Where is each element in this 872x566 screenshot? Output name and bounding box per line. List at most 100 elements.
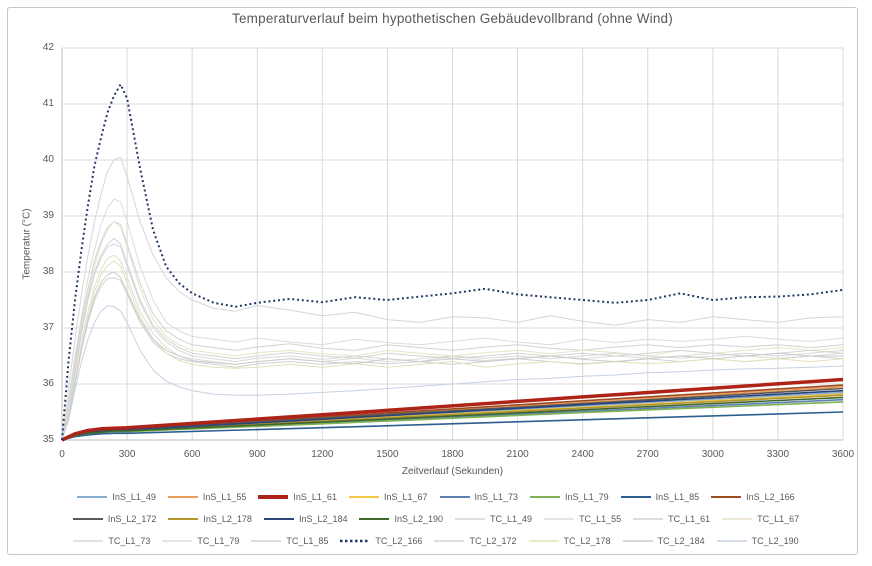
legend-swatch-icon [72, 517, 103, 520]
legend-item-InS_L1_67: InS_L1_67 [348, 487, 428, 506]
legend-label: InS_L2_190 [394, 513, 444, 524]
legend-swatch-icon [348, 495, 379, 498]
legend-swatch-icon [439, 495, 470, 498]
legend-label: InS_L2_178 [203, 513, 252, 524]
legend-item-TC_L1_73: TC_L1_73 [73, 531, 150, 550]
series-line-TC_L1_73 [61, 243, 844, 441]
legend-label: InS_L1_85 [655, 491, 700, 502]
x-tick-label: 1200 [311, 449, 334, 460]
legend-label: InS_L1_55 [202, 491, 247, 502]
y-tick-label: 35 [42, 434, 54, 445]
legend-item-TC_L2_184: TC_L2_184 [622, 531, 705, 550]
x-tick-label: 1800 [441, 449, 464, 460]
legend-label: InS_L2_172 [107, 513, 157, 524]
legend-swatch-icon [716, 539, 747, 542]
legend-label: InS_L1_49 [112, 491, 156, 502]
legend-item-InS_L1_55: InS_L1_55 [167, 487, 247, 506]
x-tick-label: 3600 [831, 449, 855, 460]
series-line-TC_L2_190 [61, 305, 844, 441]
legend-item-InS_L1_61: InS_L1_61 [258, 487, 337, 506]
y-tick-label: 36 [42, 378, 54, 389]
x-tick-label: 900 [248, 449, 266, 460]
legend-swatch-icon [722, 517, 753, 520]
legend-item-TC_L1_49: TC_L1_49 [455, 509, 532, 528]
x-tick-label: 3300 [766, 449, 790, 460]
legend-item-TC_L1_55: TC_L1_55 [544, 509, 621, 528]
legend-item-TC_L1_79: TC_L1_79 [162, 531, 239, 550]
legend-label: TC_L1_73 [108, 535, 151, 546]
legend-swatch-icon [434, 539, 465, 542]
legend-swatch-icon [77, 495, 108, 498]
legend-item-InS_L2_172: InS_L2_172 [72, 509, 157, 528]
chart-legend: InS_L1_49 InS_L1_55 InS_L1_61 InS_L1_67 InS_… [20, 487, 852, 550]
legend-item-TC_L1_61: TC_L1_61 [633, 509, 710, 528]
y-axis-title: Temperatur (°C) [21, 208, 33, 280]
legend-label: TC_L1_79 [197, 535, 240, 546]
legend-label: InS_L1_61 [293, 491, 337, 502]
legend-swatch-icon [530, 495, 561, 498]
legend-item-InS_L2_178: InS_L2_178 [168, 509, 252, 528]
legend-swatch-icon [251, 539, 282, 542]
legend-swatch-icon [455, 517, 486, 520]
x-axis-title: Zeitverlauf (Sekunden) [401, 466, 504, 477]
legend-item-TC_L2_166: TC_L2_166 [340, 531, 422, 550]
y-tick-label: 40 [42, 154, 54, 165]
legend-swatch-icon [168, 517, 199, 520]
legend-swatch-icon [528, 539, 559, 542]
legend-row: TC_L1_73 TC_L1_79 TC_L1_85 TC_L2_166 TC_L2_1… [20, 531, 852, 550]
x-tick-label: 2700 [636, 449, 659, 460]
y-tick-label: 41 [42, 98, 54, 109]
legend-swatch-icon [359, 517, 390, 520]
legend-item-TC_L2_172: TC_L2_172 [434, 531, 517, 550]
x-tick-label: 1500 [376, 449, 399, 460]
legend-swatch-icon [340, 539, 371, 542]
legend-item-InS_L1_73: InS_L1_73 [439, 487, 519, 506]
x-tick-label: 3000 [701, 449, 724, 460]
series-line-InS_L2_190 [61, 396, 844, 441]
legend-label: TC_L1_55 [579, 513, 622, 524]
legend-item-InS_L1_85: InS_L1_85 [620, 487, 700, 506]
series-line-TC_L2_178 [61, 260, 844, 441]
legend-swatch-icon [263, 517, 294, 520]
y-tick-label: 38 [42, 266, 54, 277]
legend-row: InS_L2_172 InS_L2_178 InS_L2_184 InS_L2_190… [20, 509, 852, 528]
legend-item-InS_L2_166: InS_L2_166 [711, 487, 795, 506]
legend-label: TC_L2_190 [751, 535, 799, 546]
y-tick-label: 42 [42, 42, 54, 53]
legend-label: TC_L1_61 [668, 513, 711, 524]
legend-item-InS_L1_49: InS_L1_49 [77, 487, 156, 506]
series-line-InS_L1_85 [61, 411, 844, 441]
series-line-TC_L2_172 [61, 237, 844, 441]
legend-label: TC_L1_67 [757, 513, 800, 524]
series-line-TC_L1_49 [61, 156, 844, 441]
legend-label: TC_L2_166 [375, 535, 423, 546]
legend-item-InS_L2_190: InS_L2_190 [359, 509, 443, 528]
legend-swatch-icon [620, 495, 651, 498]
x-tick-label: 0 [59, 449, 65, 460]
legend-item-InS_L1_79: InS_L1_79 [530, 487, 609, 506]
legend-label: InS_L2_184 [298, 513, 348, 524]
y-tick-label: 39 [42, 210, 54, 221]
legend-label: TC_L2_184 [657, 535, 705, 546]
legend-swatch-icon [162, 539, 193, 542]
series-line-TC_L2_184 [61, 271, 843, 441]
legend-swatch-icon [622, 539, 653, 542]
legend-item-TC_L1_67: TC_L1_67 [722, 509, 799, 528]
x-tick-label: 600 [183, 449, 201, 460]
legend-row: InS_L1_49 InS_L1_55 InS_L1_61 InS_L1_67 InS_… [20, 487, 852, 506]
legend-label: InS_L1_73 [474, 491, 519, 502]
x-tick-label: 300 [118, 449, 136, 460]
legend-swatch-icon [258, 494, 289, 499]
legend-item-TC_L2_178: TC_L2_178 [528, 531, 611, 550]
legend-label: TC_L1_85 [286, 535, 329, 546]
x-tick-label: 2100 [506, 449, 529, 460]
series-line-TC_L1_55 [61, 198, 844, 441]
series-line-InS_L1_61 [61, 377, 844, 442]
legend-item-TC_L1_85: TC_L1_85 [251, 531, 328, 550]
legend-swatch-icon [711, 495, 742, 498]
legend-item-TC_L2_190: TC_L2_190 [716, 531, 799, 550]
legend-item-InS_L2_184: InS_L2_184 [263, 509, 348, 528]
chart-frame [7, 7, 858, 555]
legend-label: InS_L1_67 [383, 491, 428, 502]
